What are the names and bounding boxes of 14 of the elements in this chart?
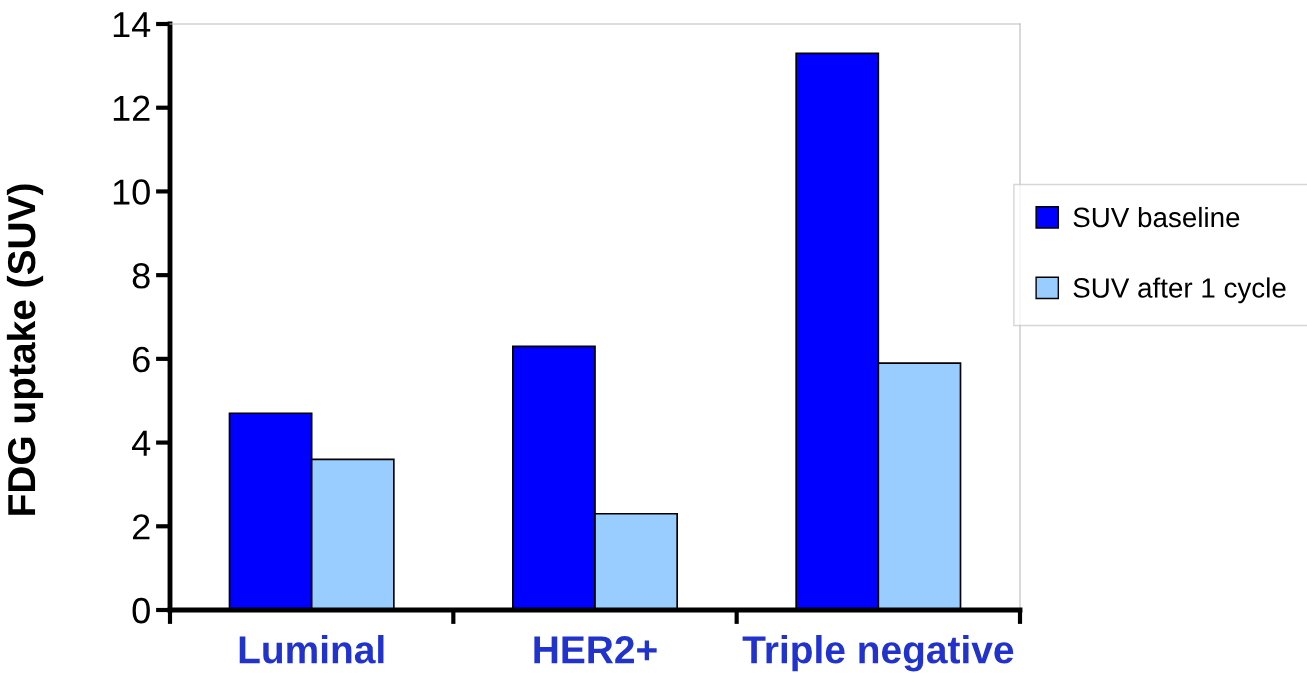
y-tick-label: 4 <box>132 430 151 456</box>
y-tick-label: 14 <box>113 12 151 38</box>
x-tick-label: Triple negative <box>742 635 1014 672</box>
y-tick-label: 8 <box>132 263 150 289</box>
y-tick-label: 6 <box>133 346 150 373</box>
y-axis-title: FDG uptake (SUV) <box>6 184 44 515</box>
y-tick-label: 2 <box>132 514 150 540</box>
y-tick-label: 10 <box>113 179 150 205</box>
x-tick-label: HER2+ <box>534 636 657 664</box>
y-tick-label: 12 <box>113 95 150 121</box>
y-tick-label: 0 <box>132 597 150 624</box>
legend-label: SUV baseline <box>1073 206 1240 228</box>
legend-label: SUV after 1 cycle <box>1073 277 1286 304</box>
x-tick-label: Luminal <box>239 635 384 664</box>
